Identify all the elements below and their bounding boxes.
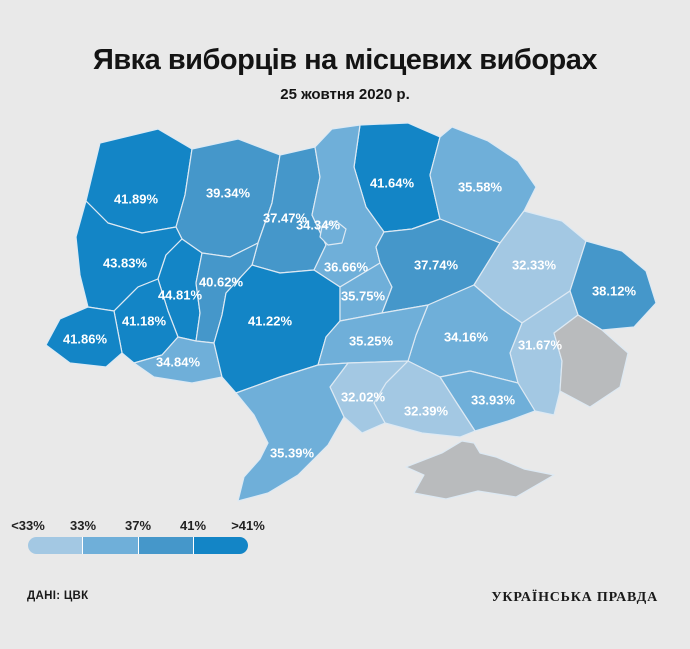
legend: <33% 33% 37% 41% >41% [0,518,280,558]
region-odesa [235,362,349,502]
legend-tick-3: 41% [179,518,207,533]
region-label-zhytomyr: 37.47% [263,211,308,226]
region-label-ternopil: 44.81% [158,288,203,303]
legend-bar [28,537,248,554]
region-chernivtsi [133,336,223,384]
region-label-donetsk: 31.67% [518,338,563,353]
legend-tick-2: 37% [124,518,152,533]
region-label-sumy: 35.58% [458,180,503,195]
region-label-cherkasy: 35.75% [341,289,386,304]
region-label-zaporizhzhia: 33.93% [471,393,516,408]
region-label-volyn: 41.89% [114,192,159,207]
region-donbas_occupied [553,314,629,408]
region-label-odesa: 35.39% [270,446,315,461]
legend-tick-4: >41% [231,518,265,533]
legend-segment-2 [137,537,193,554]
region-label-rivne: 39.34% [206,186,251,201]
region-label-kirovohrad: 35.25% [349,334,394,349]
page-subtitle: 25 жовтня 2020 р. [280,86,410,103]
region-label-kyiv_oblast: 36.66% [324,260,369,275]
region-label-ivano_frankivsk: 41.18% [122,314,167,329]
region-label-dnipropetrovsk: 34.16% [444,330,489,345]
region-label-luhansk: 38.12% [592,284,637,299]
region-kyiv_city [319,220,347,246]
region-label-khmelnytskyi: 40.62% [199,275,244,290]
ukraine-choropleth-map: 41.89% 39.34% 37.47% 41.64% 35.58% 36.66% 34.3… [30,115,660,515]
page-title: Явка виборців на місцевих виборах [92,44,598,76]
region-sumy [429,126,537,244]
legend-segment-3 [192,537,248,554]
legend-segment-0 [28,537,83,554]
region-zakarpattia [45,306,123,368]
legend-segment-1 [82,537,138,554]
region-label-vinnytsia: 41.22% [248,314,293,329]
region-label-kharkiv: 32.33% [512,258,557,273]
region-label-poltava: 37.74% [414,258,459,273]
region-label-chernihiv: 41.64% [370,176,415,191]
region-label-lviv: 43.83% [103,256,148,271]
region-label-kyiv_city: 34.34% [296,218,341,233]
region-label-chernivtsi: 34.84% [156,355,201,370]
region-label-kherson: 32.39% [404,404,449,419]
region-label-mykolaiv: 32.02% [341,390,386,405]
region-crimea [405,440,555,500]
publisher-logo: УКРАЇНСЬКА ПРАВДА [491,590,658,605]
region-label-zakarpattia: 41.86% [63,332,108,347]
legend-tick-0: <33% [11,518,45,533]
legend-tick-1: 33% [69,518,97,533]
source-note: ДАНІ: ЦВК [27,590,89,602]
